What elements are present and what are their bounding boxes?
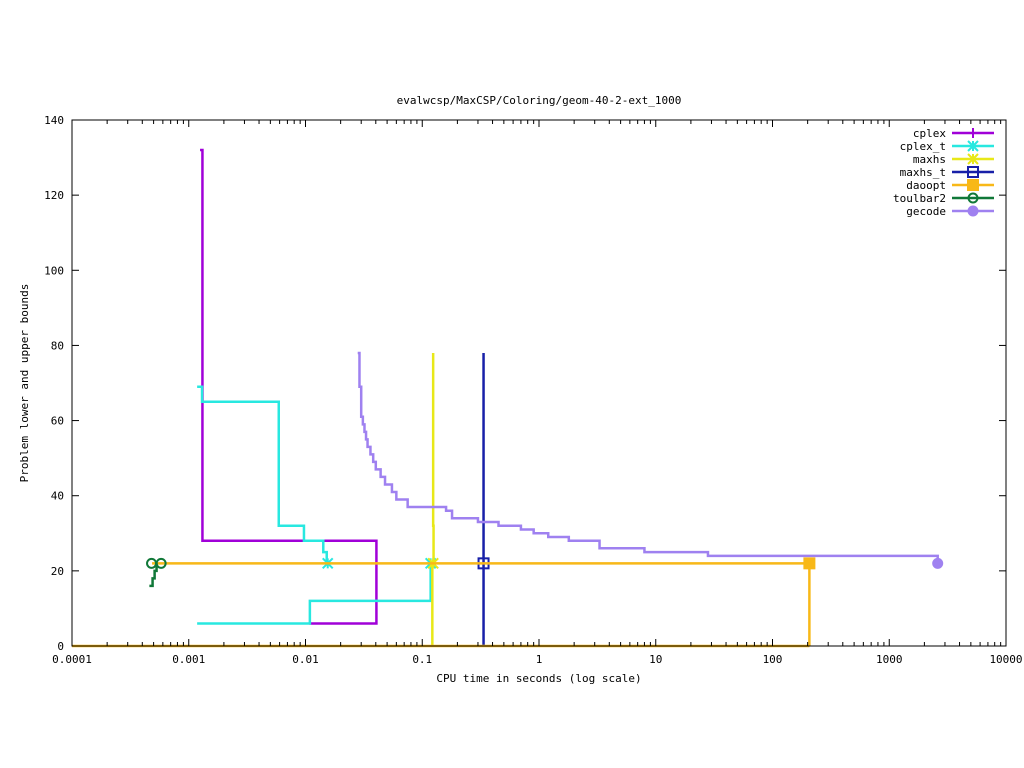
series-toulbar2 xyxy=(146,557,167,588)
legend-item-daoopt: daoopt xyxy=(906,179,994,192)
axes-group: 0.0001 0.001 0.01 0.1 1 10 100 1000 10000 0 20 40 60… xyxy=(44,114,1022,666)
x-tick-label: 100 xyxy=(763,653,783,666)
y-tick-label: 80 xyxy=(51,339,64,352)
series-cplex xyxy=(200,148,378,625)
legend-marker-cplex xyxy=(968,128,978,138)
point-marker-toulbar2-1-shape xyxy=(155,557,167,569)
series-line-toulbar2-0 xyxy=(149,563,158,588)
x-tick-label: 10 xyxy=(649,653,662,666)
legend-marker-maxhs_t xyxy=(967,166,979,178)
plot-series-group xyxy=(72,148,944,648)
series-gecode xyxy=(357,351,944,569)
x-tick-label: 0.1 xyxy=(412,653,432,666)
legend-label: maxhs xyxy=(913,153,946,166)
y-tick-label: 0 xyxy=(57,640,64,653)
legend-item-maxhs_t: maxhs_t xyxy=(900,166,994,179)
chart-title: evalwcsp/MaxCSP/Coloring/geom-40-2-ext_1… xyxy=(397,94,682,107)
legend: cplexcplex_tmaxhsmaxhs_tdaoopttoulbar2ge… xyxy=(893,127,994,218)
point-marker-gecode-0-shape xyxy=(932,557,944,569)
legend-marker-cplex_t-d2 xyxy=(967,140,979,152)
x-tick-label: 0.0001 xyxy=(52,653,92,666)
legend-marker-toulbar2 xyxy=(967,192,979,204)
y-tick-label: 100 xyxy=(44,264,64,277)
legend-marker-toulbar2-shape xyxy=(967,192,979,204)
plot-frame xyxy=(71,119,1007,647)
legend-label: toulbar2 xyxy=(893,192,946,205)
y-tick-label: 40 xyxy=(51,490,64,503)
point-marker-daoopt-0-shape xyxy=(803,557,816,570)
y-tick-label: 120 xyxy=(44,189,64,202)
y-tick-label: 140 xyxy=(44,114,64,127)
legend-item-gecode: gecode xyxy=(906,205,994,218)
point-marker-daoopt-0 xyxy=(803,557,816,570)
series-daoopt xyxy=(72,557,816,648)
series-line-gecode-0 xyxy=(357,351,939,564)
legend-marker-daoopt-shape xyxy=(967,179,979,191)
series-line-cplex-1 xyxy=(309,563,378,625)
legend-marker-maxhs xyxy=(967,153,979,165)
legend-marker-maxhs_t-shape xyxy=(967,166,979,178)
legend-label: daoopt xyxy=(906,179,946,192)
legend-item-cplex: cplex xyxy=(913,127,994,140)
x-tick-label: 1 xyxy=(536,653,543,666)
series-line-cplex-0 xyxy=(200,148,378,564)
point-marker-toulbar2-1 xyxy=(155,557,167,569)
legend-item-toulbar2: toulbar2 xyxy=(893,192,994,205)
legend-item-maxhs: maxhs xyxy=(913,153,994,166)
series-line-daoopt-0 xyxy=(152,562,811,646)
x-tick-label: 1000 xyxy=(876,653,903,666)
y-tick-label: 60 xyxy=(51,415,64,428)
legend-label: gecode xyxy=(906,205,946,218)
x-tick-label: 10000 xyxy=(989,653,1022,666)
x-tick-label: 0.001 xyxy=(172,653,205,666)
legend-marker-gecode-shape xyxy=(967,205,979,217)
x-axis-label: CPU time in seconds (log scale) xyxy=(436,672,641,685)
legend-label: cplex xyxy=(913,127,946,140)
point-marker-gecode-0 xyxy=(932,557,944,569)
series-maxhs_t xyxy=(477,352,490,646)
legend-marker-cplex_t xyxy=(967,140,979,152)
series-line-cplex_t-0 xyxy=(197,385,328,564)
y-tick-label: 20 xyxy=(51,565,64,578)
legend-item-cplex_t: cplex_t xyxy=(900,140,994,153)
legend-label: maxhs_t xyxy=(900,166,946,179)
legend-label: cplex_t xyxy=(900,140,946,153)
series-cplex_t xyxy=(197,385,437,625)
y-axis-label: Problem lower and upper bounds xyxy=(18,284,31,483)
series-line-cplex_t-1 xyxy=(197,563,432,625)
x-tick-label: 0.01 xyxy=(292,653,319,666)
legend-marker-daoopt xyxy=(967,179,979,191)
legend-marker-maxhs-d2 xyxy=(967,153,979,165)
legend-marker-gecode xyxy=(967,205,979,217)
